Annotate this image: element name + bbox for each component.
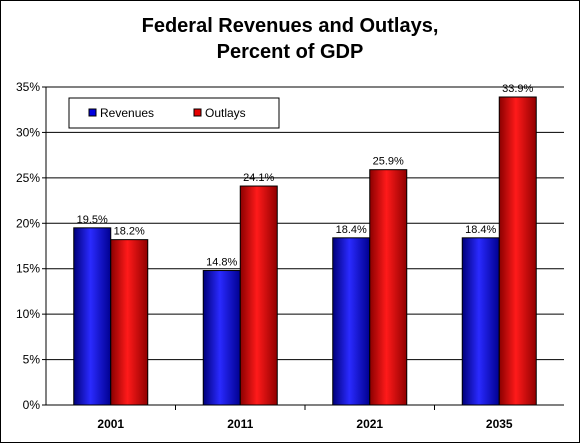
legend-swatch-revenues <box>88 108 97 117</box>
data-label-outlays-2021: 25.9% <box>373 156 404 168</box>
legend-label-revenues: Revenues <box>100 106 154 120</box>
x-tick-label: 2001 <box>97 417 124 431</box>
bar-outlays-2001 <box>110 239 149 406</box>
legend-swatch-outlays <box>193 108 202 117</box>
data-label-outlays-2035: 33.9% <box>502 83 533 95</box>
data-label-outlays-2001: 18.2% <box>114 226 145 238</box>
chart-title-line-1: Federal Revenues and Outlays, <box>141 15 439 37</box>
legend-label-outlays: Outlays <box>205 106 246 120</box>
bar-revenues-2011 <box>202 270 241 406</box>
data-label-revenues-2035: 18.4% <box>465 224 496 236</box>
x-tick-label: 2011 <box>227 417 253 431</box>
x-tick-label: 2035 <box>486 417 513 431</box>
y-tick-label: 35% <box>16 80 40 94</box>
data-labels: 19.5% 18.2% 14.8% 24.1% 18.4% 25.9% 18.4% 33.9% <box>77 83 534 269</box>
bar-revenues-2001 <box>73 227 112 406</box>
bar-outlays-2035 <box>498 96 537 406</box>
chart-title-line-2: Percent of GDP <box>216 41 364 63</box>
y-tick-label: 0% <box>23 398 41 412</box>
data-label-revenues-2021: 18.4% <box>336 224 367 236</box>
legend: Revenues Outlays <box>68 97 280 129</box>
y-tick-label: 15% <box>16 262 40 276</box>
y-tick-label: 10% <box>16 307 40 321</box>
data-label-outlays-2011: 24.1% <box>243 172 274 184</box>
bar-revenues-2021 <box>332 237 371 406</box>
y-tick-label: 5% <box>23 353 41 367</box>
y-tick-label: 30% <box>16 125 40 139</box>
y-tick-label: 25% <box>16 171 40 185</box>
y-tick-label: 20% <box>16 216 40 230</box>
x-tick-label: 2021 <box>356 417 383 431</box>
data-label-revenues-2001: 19.5% <box>77 214 108 226</box>
legend-box <box>68 97 280 129</box>
data-label-revenues-2011: 14.8% <box>206 257 237 269</box>
bar-revenues-2035 <box>461 237 500 406</box>
bar-outlays-2011 <box>239 185 278 406</box>
chart-title: Federal Revenues and Outlays, Percent of… <box>1 13 579 65</box>
bars <box>73 96 537 406</box>
bar-outlays-2021 <box>369 169 408 406</box>
